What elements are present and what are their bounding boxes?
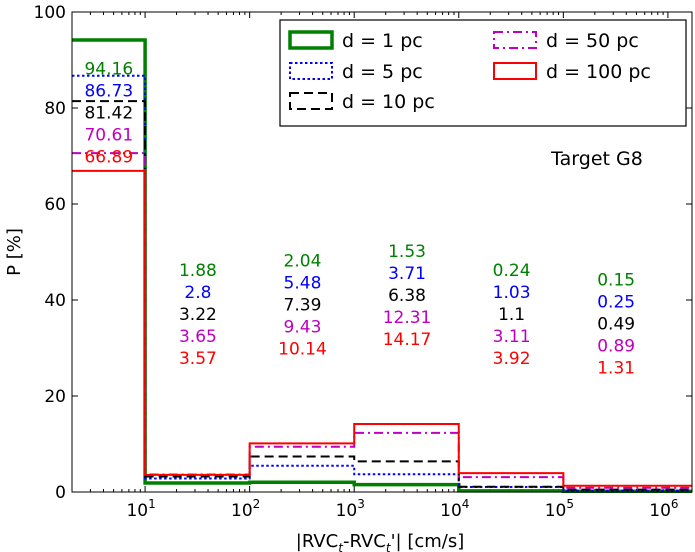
x-tick-label: 101 bbox=[126, 497, 155, 521]
y-tick-label: 20 bbox=[44, 387, 66, 407]
legend: d = 1 pc d = 5 pc d = 10 pc d = 50 pc d = 10… bbox=[279, 19, 687, 127]
data-label: 0.15 bbox=[597, 271, 635, 291]
x-tick-label: 106 bbox=[649, 497, 678, 521]
y-tick-label: 100 bbox=[34, 3, 66, 23]
x-tick-label: 105 bbox=[545, 497, 574, 521]
data-label: 2.8 bbox=[184, 283, 211, 303]
y-tick-label: 80 bbox=[44, 99, 66, 119]
data-label: 1.53 bbox=[388, 242, 426, 262]
legend-label-0: d = 1 pc bbox=[342, 30, 423, 52]
data-label: 3.92 bbox=[493, 349, 531, 369]
data-label: 86.73 bbox=[84, 81, 133, 101]
data-label: 14.17 bbox=[383, 330, 432, 350]
y-tick-label: 40 bbox=[44, 291, 66, 311]
data-label: 3.11 bbox=[493, 327, 531, 347]
x-tick-label: 103 bbox=[336, 497, 365, 521]
data-label: 3.71 bbox=[388, 264, 426, 284]
data-label: 81.42 bbox=[84, 103, 133, 123]
y-axis-label: P [%] bbox=[4, 228, 25, 276]
target-annotation: Target G8 bbox=[550, 148, 643, 170]
data-label: 94.16 bbox=[84, 59, 133, 79]
legend-swatch-2 bbox=[289, 92, 333, 110]
data-label: 3.65 bbox=[179, 327, 217, 347]
data-label: 0.24 bbox=[493, 261, 531, 281]
legend-box bbox=[279, 19, 687, 127]
data-label: 66.89 bbox=[84, 147, 133, 167]
data-label: 10.14 bbox=[278, 339, 327, 359]
y-tick-label: 0 bbox=[55, 483, 66, 503]
data-label: 7.39 bbox=[284, 295, 322, 315]
data-label: 2.04 bbox=[284, 251, 322, 271]
legend-swatch-4 bbox=[493, 62, 537, 80]
data-label: 1.31 bbox=[597, 359, 635, 379]
data-label: 6.38 bbox=[388, 286, 426, 306]
data-label: 0.25 bbox=[597, 293, 635, 313]
series-line-4 bbox=[72, 169, 692, 487]
data-label: 0.49 bbox=[597, 315, 635, 335]
legend-swatch-3 bbox=[493, 31, 537, 49]
legend-swatch-1 bbox=[289, 62, 333, 80]
legend-label-4: d = 100 pc bbox=[546, 61, 651, 83]
x-axis-label: |RVCt-RVCt'| [cm/s] bbox=[296, 531, 464, 552]
data-label: 12.31 bbox=[383, 308, 432, 328]
data-label: 1.03 bbox=[493, 283, 531, 303]
legend-label-3: d = 50 pc bbox=[546, 30, 639, 52]
data-label: 3.22 bbox=[179, 305, 217, 325]
x-tick-label: 102 bbox=[231, 497, 260, 521]
series-line-1 bbox=[72, 74, 692, 492]
histogram-series bbox=[72, 38, 692, 494]
legend-label-2: d = 10 pc bbox=[342, 91, 435, 113]
data-label: 70.61 bbox=[84, 125, 133, 145]
data-label: 3.57 bbox=[179, 349, 217, 369]
plot-frame bbox=[71, 11, 693, 493]
x-tick-label: 104 bbox=[440, 497, 469, 521]
data-label: 5.48 bbox=[284, 273, 322, 293]
data-label: 1.88 bbox=[179, 261, 217, 281]
data-label: 0.89 bbox=[597, 337, 635, 357]
data-label: 1.1 bbox=[498, 305, 525, 325]
legend-swatch-0 bbox=[288, 30, 334, 50]
tick-labels: 0 20 40 60 80 100 101 102 103 104 105 106 bbox=[34, 3, 679, 521]
legend-label-1: d = 5 pc bbox=[342, 61, 423, 83]
y-tick-label: 60 bbox=[44, 195, 66, 215]
data-label: 9.43 bbox=[284, 317, 322, 337]
